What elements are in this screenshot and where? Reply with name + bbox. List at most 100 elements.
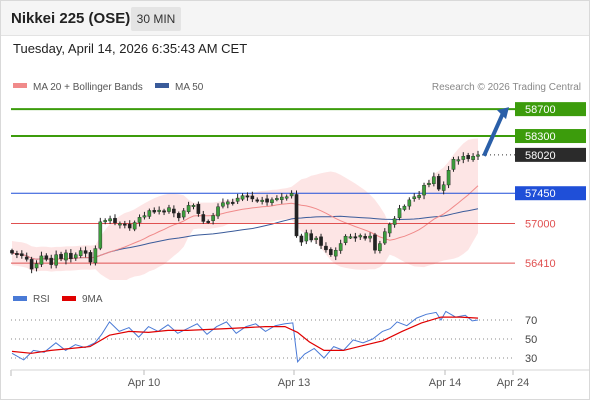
ma9-legend-swatch — [62, 296, 76, 301]
candle-body — [201, 214, 206, 222]
candle-body — [319, 236, 323, 246]
candle-body — [64, 252, 68, 261]
credit-label: Research © 2026 Trading Central — [432, 82, 581, 93]
candle-body — [162, 210, 166, 213]
candle-body — [29, 259, 34, 270]
ma50-legend-label: MA 50 — [175, 82, 204, 93]
candle-body — [270, 199, 274, 203]
candle-body — [108, 218, 112, 222]
level-tag-58020 — [515, 147, 586, 162]
candle-body — [152, 210, 157, 213]
candle-body — [69, 252, 73, 260]
candle-body — [436, 176, 441, 190]
candle-body — [279, 196, 284, 200]
candle-body — [476, 154, 480, 157]
rsi-line — [11, 310, 479, 363]
candle-body — [368, 235, 372, 239]
candle-body — [176, 213, 181, 219]
candle-body — [432, 176, 436, 184]
candle-body — [39, 255, 44, 265]
candle-body — [265, 198, 269, 203]
candle-body — [397, 208, 402, 219]
ma20-legend-label: MA 20 + Bollinger Bands — [33, 82, 143, 93]
candle-body — [172, 208, 176, 214]
candle-body — [304, 232, 309, 242]
candle-body — [54, 254, 58, 266]
candle-body — [461, 156, 466, 160]
candle-body — [226, 201, 230, 205]
candle-body — [378, 243, 382, 251]
bollinger-band-layer — [12, 138, 478, 280]
candle-body — [284, 196, 289, 199]
candle-body — [402, 205, 407, 210]
candle-body — [103, 220, 107, 223]
level-tag-57450 — [515, 186, 586, 201]
x-axis-label: Apr 13 — [278, 377, 310, 389]
candle-body — [73, 254, 78, 259]
candle-body — [49, 257, 54, 265]
x-axis-label: Apr 10 — [128, 377, 160, 389]
candle-body — [142, 215, 147, 218]
candle-body — [392, 218, 397, 225]
candle-body — [471, 156, 475, 160]
candle-body — [324, 245, 328, 251]
candle-body — [338, 243, 343, 251]
candle-body — [363, 236, 367, 239]
candle-body — [118, 223, 122, 226]
candle-body — [235, 197, 240, 202]
candle-body — [348, 236, 353, 239]
candle-body — [181, 210, 186, 218]
timeframe-button[interactable]: 30 MIN — [131, 7, 181, 31]
candle-body — [387, 224, 392, 234]
rsi-axis-label-70: 70 — [525, 315, 537, 327]
candle-body — [98, 221, 103, 249]
rsi-legend-swatch — [13, 296, 27, 301]
candle-body — [309, 233, 314, 241]
candle-body — [88, 252, 93, 263]
candle-body — [137, 217, 142, 223]
candle-body — [157, 209, 161, 212]
candle-body — [59, 253, 63, 259]
forecast-arrow-shaft — [482, 112, 505, 157]
candle-body — [446, 170, 451, 186]
candle-body — [78, 250, 83, 256]
rsi-ma9-line — [11, 316, 479, 354]
level-label-57000: 57000 — [525, 218, 556, 230]
candle-body — [275, 198, 279, 201]
level-label-58020: 58020 — [525, 150, 556, 162]
candle-body — [206, 220, 211, 223]
candle-body — [191, 204, 196, 207]
ma20-legend-swatch — [13, 83, 27, 88]
candle-body — [15, 253, 19, 256]
candle-body — [186, 205, 191, 212]
candle-body — [167, 207, 171, 212]
candle-body — [83, 250, 88, 254]
candle-body — [314, 237, 318, 240]
forecast-arrow-head — [497, 107, 509, 120]
candle-body — [451, 159, 456, 170]
bollinger-band — [12, 138, 478, 280]
candle-body — [20, 253, 24, 257]
candle-body — [44, 255, 49, 260]
candle-body — [230, 201, 235, 204]
candle-body — [289, 193, 294, 197]
candle-body — [417, 195, 421, 198]
candle-body — [132, 222, 137, 230]
candle-body — [383, 231, 387, 244]
candle-body — [147, 210, 152, 217]
candle-body — [333, 250, 338, 257]
x-axis-label: Apr 14 — [429, 377, 461, 389]
chart-header: Nikkei 225 (OSE) 30 MIN — [1, 1, 589, 36]
candle-body — [245, 195, 250, 198]
x-axis-label: Apr 24 — [497, 377, 529, 389]
rsi-layer: 30 50 70 — [11, 310, 537, 365]
candle-body — [407, 199, 412, 207]
rsi-axis-label-30: 30 — [525, 353, 537, 365]
candle-body — [123, 223, 127, 226]
candle-body — [466, 155, 470, 160]
candle-body — [260, 199, 264, 202]
level-label-56410: 56410 — [525, 258, 556, 270]
level-label-58300: 58300 — [525, 131, 556, 143]
candle-body — [211, 215, 215, 221]
